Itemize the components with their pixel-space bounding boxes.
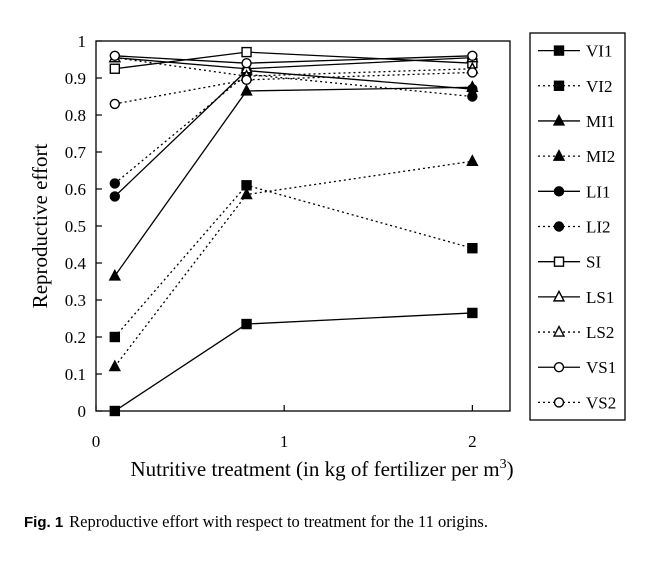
y-tick-label: 0.1 [65,365,86,384]
chart: 0 0.1 0.2 0.3 0.4 0.5 0.6 0.7 0.8 0.9 1 0 1 2 VI1 VI2 M… [28,32,626,481]
series-line-vi1 [114,312,473,412]
y-tick-label: 0.4 [65,254,87,273]
x-tick-label: 2 [468,432,477,451]
data-point-mi1 [240,83,253,96]
legend-marker-vi1 [553,45,565,56]
data-point-vs1 [241,58,252,69]
x-tick-label: 0 [92,432,101,451]
y-tick-label: 0.9 [65,69,86,88]
data-point-vi1 [241,318,252,330]
legend-marker-vi2 [553,80,565,91]
series-line-mi1 [114,86,473,277]
legend-marker-mi2 [552,149,566,161]
data-point-vi2 [109,331,121,343]
data-point-vs1 [109,50,121,61]
legend-label-li2: LI2 [586,218,611,237]
data-point-mi2 [240,187,253,200]
data-point-vi1 [109,405,121,417]
data-point-vs2 [467,67,478,78]
legend-label-vi1: VI1 [586,42,612,61]
x-axis-label-close: ) [507,457,514,481]
series-line-mi2 [114,160,473,367]
data-point-mi2 [466,154,479,166]
data-point-vi2 [467,242,478,254]
legend-marker-ls2 [552,325,566,337]
data-point-si [109,63,121,74]
y-tick-label: 0.7 [65,143,87,162]
legend-label-li1: LI1 [586,182,611,201]
x-tick-label: 1 [280,432,289,451]
y-tick-label: 1 [78,32,87,51]
data-point-li2 [109,178,121,189]
plot-area: 0 0.1 0.2 0.3 0.4 0.5 0.6 0.7 0.8 0.9 1 0 1 2 [65,32,511,451]
y-tick-label: 0.5 [65,217,86,236]
legend-marker-li2 [553,221,565,232]
figure-label: Fig. 1 [24,514,64,531]
legend-label-vs1: VS1 [586,358,616,377]
legend-label-mi1: MI1 [586,112,615,131]
legend: VI1 VI2 MI1 MI2 LI1 LI2 SI LS1 LS2 VS1 VS2 [529,32,626,421]
legend-label-ls2: LS2 [586,323,614,342]
legend-frame [529,32,626,421]
series-line-li1 [114,69,473,197]
data-point-mi1 [108,268,121,281]
legend-label-vs2: VS2 [586,393,616,412]
y-tick-label: 0.2 [65,328,86,347]
data-point-si [241,46,252,58]
y-tick-label: 0.3 [65,291,86,310]
x-axis-label-superscript: 3 [500,457,507,472]
caption-text: Reproductive effort with respect to trea… [69,512,488,531]
legend-marker-vs2 [553,397,565,408]
data-point-vs2 [109,98,121,110]
data-point-mi2 [108,359,121,372]
x-axis-label-main: Nutritive treatment (in kg of fertilizer… [130,457,499,481]
y-tick-label: 0.8 [65,106,86,125]
series-line-vi2 [114,184,473,338]
legend-marker-ls1 [552,289,566,302]
data-point-vs2 [241,74,252,86]
data-point-vs1 [467,50,478,61]
legend-label-ls1: LS1 [586,288,614,307]
y-axis-label: Reproductive effort [28,144,52,309]
y-tick-label: 0.6 [65,180,86,199]
legend-label-vi2: VI2 [586,77,612,96]
x-axis-label: Nutritive treatment (in kg of fertilizer… [130,457,513,481]
legend-label-mi2: MI2 [586,147,615,166]
figure-caption: Fig. 1 Reproductive effort with respect t… [24,510,624,535]
legend-marker-vs1 [553,362,565,373]
legend-marker-mi1 [552,113,566,126]
legend-marker-li1 [553,186,565,197]
data-point-li2 [467,91,478,102]
legend-label-si: SI [586,253,601,272]
plot-frame [95,40,511,412]
data-point-li1 [109,191,121,202]
data-point-vi1 [467,307,478,319]
legend-marker-si [553,256,565,267]
y-tick-label: 0 [78,402,87,421]
